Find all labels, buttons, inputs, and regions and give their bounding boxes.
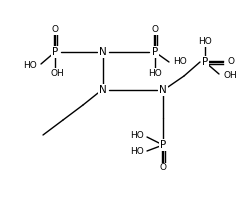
Text: HO: HO [148, 68, 162, 77]
Text: HO: HO [130, 132, 144, 140]
Text: N: N [159, 85, 167, 95]
Text: HO: HO [173, 58, 187, 66]
Text: HO: HO [23, 60, 37, 70]
Text: HO: HO [198, 38, 212, 46]
Text: O: O [227, 58, 234, 66]
Text: P: P [152, 47, 158, 57]
Text: P: P [202, 57, 208, 67]
Text: OH: OH [50, 68, 64, 77]
Text: P: P [160, 140, 166, 150]
Text: OH: OH [223, 71, 237, 79]
Text: N: N [99, 85, 107, 95]
Text: O: O [152, 25, 158, 34]
Text: O: O [160, 164, 166, 172]
Text: O: O [52, 25, 59, 34]
Text: N: N [99, 47, 107, 57]
Text: HO: HO [130, 148, 144, 156]
Text: P: P [52, 47, 58, 57]
